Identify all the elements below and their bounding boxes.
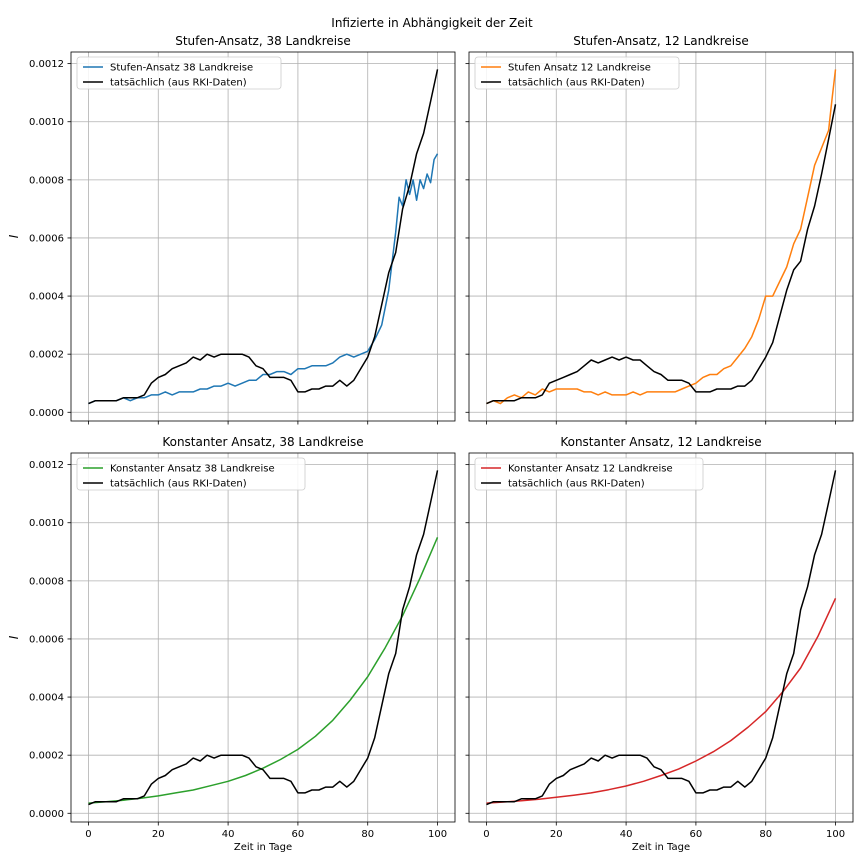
x-tick-label: 60 xyxy=(292,829,305,840)
figure-title: Infizierte in Abhängigkeit der Zeit xyxy=(331,16,533,30)
axes-frame xyxy=(468,452,854,823)
series-line-model xyxy=(486,597,837,804)
x-tick-label: 20 xyxy=(152,829,165,840)
legend: Konstanter Ansatz 12 Landkreise tatsächli… xyxy=(474,457,704,491)
axes-frame xyxy=(70,51,456,422)
plot-area xyxy=(486,69,837,405)
subplot-title: Stufen-Ansatz, 12 Landkreise xyxy=(573,34,749,48)
y-axis-label: I xyxy=(7,234,21,238)
series-line-actual xyxy=(88,470,439,806)
x-tick-label: 100 xyxy=(826,829,845,840)
subplot-title: Stufen-Ansatz, 38 Landkreise xyxy=(175,34,351,48)
subplot: 0 20 40 60 80 100 Konstanter Ansatz, 12 Landkr… xyxy=(465,435,854,853)
legend: Stufen-Ansatz 38 Landkreise tatsächlich (… xyxy=(76,56,282,90)
legend-label: tatsächlich (aus RKI-Daten) xyxy=(110,479,247,490)
legend-label: Stufen Ansatz 12 Landkreise xyxy=(508,63,651,74)
y-tick-label: 0.0000 xyxy=(29,408,64,419)
x-tick-label: 100 xyxy=(428,829,447,840)
series-line-actual xyxy=(88,69,439,405)
x-tick-label: 40 xyxy=(222,829,235,840)
y-tick-label: 0.0010 xyxy=(29,518,64,529)
legend-label: tatsächlich (aus RKI-Daten) xyxy=(508,479,645,490)
y-tick-label: 0.0006 xyxy=(29,233,64,244)
x-axis-label: Zeit in Tage xyxy=(632,842,690,853)
legend-label: Konstanter Ansatz 12 Landkreise xyxy=(508,464,673,475)
y-tick-label: 0.0006 xyxy=(29,634,64,645)
y-tick-label: 0.0012 xyxy=(29,59,64,70)
subplot-title: Konstanter Ansatz, 12 Landkreise xyxy=(560,435,761,449)
subplot: Stufen-Ansatz, 12 Landkreise Stufen Ansat… xyxy=(465,34,854,425)
series-line-model xyxy=(88,537,439,804)
y-axis-label: I xyxy=(7,635,21,639)
y-tick-label: 0.0008 xyxy=(29,576,64,587)
legend-label: Stufen-Ansatz 38 Landkreise xyxy=(110,63,253,74)
plot-area xyxy=(486,470,837,806)
y-tick-label: 0.0002 xyxy=(29,350,64,361)
series-line-model xyxy=(88,153,439,405)
legend: Stufen Ansatz 12 Landkreise tatsächlich (… xyxy=(474,56,680,90)
series-line-actual xyxy=(486,470,837,806)
legend-label: tatsächlich (aus RKI-Daten) xyxy=(508,78,645,89)
y-tick-label: 0.0012 xyxy=(29,460,64,471)
y-tick-label: 0.0004 xyxy=(29,693,64,704)
x-tick-label: 40 xyxy=(620,829,633,840)
plot-area xyxy=(88,69,439,405)
legend-label: tatsächlich (aus RKI-Daten) xyxy=(110,78,247,89)
legend-label: Konstanter Ansatz 38 Landkreise xyxy=(110,464,275,475)
axes-frame xyxy=(70,452,456,823)
series-line-actual xyxy=(486,104,837,405)
legend-box xyxy=(474,457,704,491)
x-tick-label: 0 xyxy=(483,829,489,840)
subplot-title: Konstanter Ansatz, 38 Landkreise xyxy=(162,435,363,449)
legend-box xyxy=(474,56,680,90)
y-tick-label: 0.0010 xyxy=(29,117,64,128)
y-tick-label: 0.0004 xyxy=(29,292,64,303)
plot-area xyxy=(88,470,439,806)
x-tick-label: 80 xyxy=(759,829,772,840)
legend-box xyxy=(76,56,282,90)
legend: Konstanter Ansatz 38 Landkreise tatsächli… xyxy=(76,457,306,491)
y-tick-label: 0.0008 xyxy=(29,175,64,186)
x-axis-label: Zeit in Tage xyxy=(234,842,292,853)
subplot: 0 20 40 60 80 100 0.0000 0.0002 0.0004 0.0006 0.00… xyxy=(7,435,456,853)
x-tick-label: 60 xyxy=(690,829,703,840)
subplot-grid: 0.0000 0.0002 0.0004 0.0006 0.0008 0.0010 0.00… xyxy=(7,34,854,853)
y-tick-label: 0.0000 xyxy=(29,809,64,820)
x-tick-label: 20 xyxy=(550,829,563,840)
axes-frame xyxy=(468,51,854,422)
y-tick-label: 0.0002 xyxy=(29,751,64,762)
x-tick-label: 80 xyxy=(361,829,374,840)
x-tick-label: 0 xyxy=(85,829,91,840)
subplot: 0.0000 0.0002 0.0004 0.0006 0.0008 0.0010 0.00… xyxy=(7,34,456,425)
legend-box xyxy=(76,457,306,491)
